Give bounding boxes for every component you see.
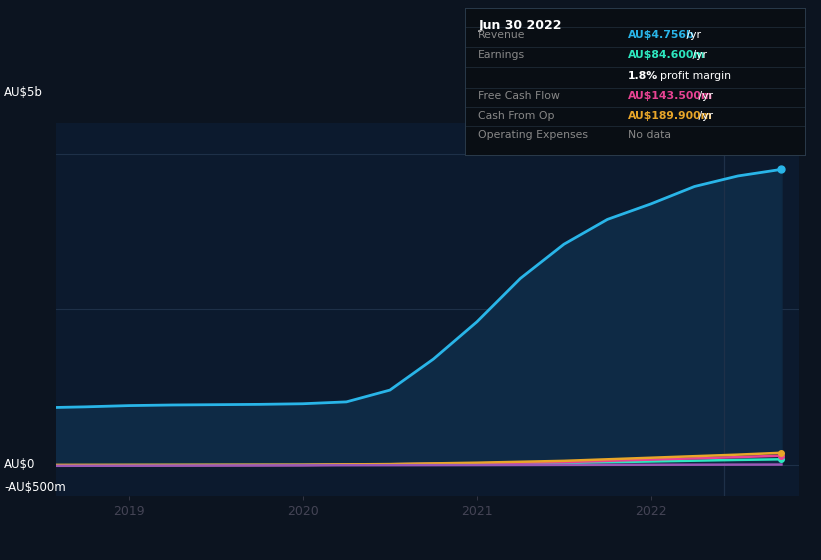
Text: Earnings: Earnings	[479, 50, 525, 60]
Text: Cash From Op: Cash From Op	[479, 110, 555, 120]
Text: /yr: /yr	[689, 50, 707, 60]
Text: Operating Expenses: Operating Expenses	[479, 129, 589, 139]
Text: /yr: /yr	[695, 110, 713, 120]
Text: Revenue: Revenue	[479, 30, 525, 40]
Text: AU$0: AU$0	[4, 458, 35, 472]
Text: AU$84.600m: AU$84.600m	[628, 50, 705, 60]
Text: Free Cash Flow: Free Cash Flow	[479, 91, 560, 101]
Text: No data: No data	[628, 129, 671, 139]
Text: /yr: /yr	[683, 30, 701, 40]
Text: Jun 30 2022: Jun 30 2022	[479, 18, 562, 32]
Text: -AU$500m: -AU$500m	[4, 480, 66, 494]
Text: AU$5b: AU$5b	[4, 86, 43, 99]
Text: AU$4.756b: AU$4.756b	[628, 30, 695, 40]
Text: AU$189.900m: AU$189.900m	[628, 110, 713, 120]
Text: /yr: /yr	[695, 91, 713, 101]
Text: 1.8%: 1.8%	[628, 71, 658, 81]
Text: profit margin: profit margin	[660, 71, 732, 81]
Text: AU$143.500m: AU$143.500m	[628, 91, 713, 101]
